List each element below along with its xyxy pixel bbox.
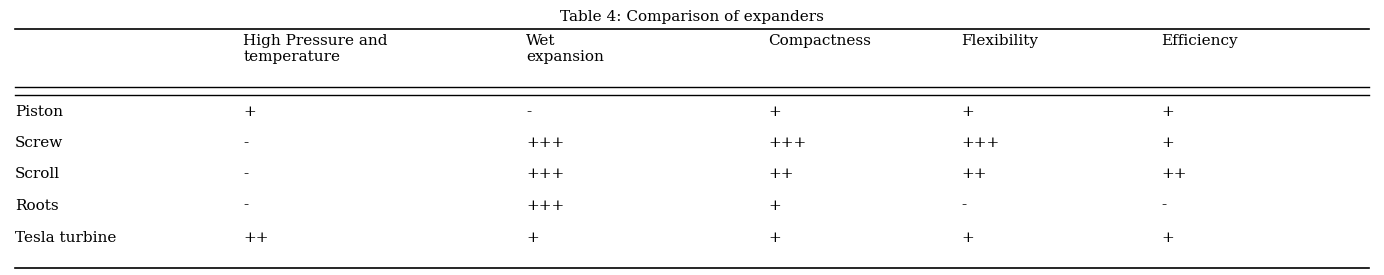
Text: +: +: [962, 231, 974, 245]
Text: +: +: [1161, 136, 1175, 150]
Text: +: +: [768, 105, 781, 119]
Text: ++: ++: [962, 167, 987, 181]
Text: +++: +++: [962, 136, 999, 150]
Text: Compactness: Compactness: [768, 34, 871, 48]
Text: +: +: [768, 199, 781, 213]
Text: +++: +++: [526, 167, 565, 181]
Text: ++: ++: [1161, 167, 1187, 181]
Text: -: -: [244, 136, 248, 150]
Text: Screw: Screw: [15, 136, 64, 150]
Text: +: +: [526, 231, 538, 245]
Text: +++: +++: [526, 199, 565, 213]
Text: Scroll: Scroll: [15, 167, 61, 181]
Text: -: -: [244, 199, 248, 213]
Text: +: +: [768, 231, 781, 245]
Text: +++: +++: [526, 136, 565, 150]
Text: +: +: [1161, 231, 1175, 245]
Text: +: +: [962, 105, 974, 119]
Text: Roots: Roots: [15, 199, 60, 213]
Text: Piston: Piston: [15, 105, 64, 119]
Text: Tesla turbine: Tesla turbine: [15, 231, 116, 245]
Text: -: -: [1161, 199, 1167, 213]
Text: Flexibility: Flexibility: [962, 34, 1038, 48]
Text: +: +: [244, 105, 256, 119]
Text: ++: ++: [768, 167, 793, 181]
Text: Table 4: Comparison of expanders: Table 4: Comparison of expanders: [561, 10, 823, 24]
Text: Wet
expansion: Wet expansion: [526, 34, 605, 64]
Text: High Pressure and
temperature: High Pressure and temperature: [244, 34, 388, 64]
Text: Efficiency: Efficiency: [1161, 34, 1239, 48]
Text: -: -: [526, 105, 531, 119]
Text: -: -: [962, 199, 966, 213]
Text: +++: +++: [768, 136, 807, 150]
Text: ++: ++: [244, 231, 268, 245]
Text: +: +: [1161, 105, 1175, 119]
Text: -: -: [244, 167, 248, 181]
